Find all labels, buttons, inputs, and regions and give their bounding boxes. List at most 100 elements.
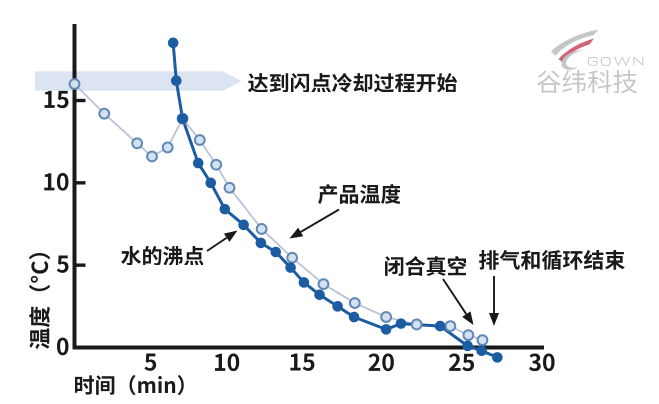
marker-open-circle xyxy=(223,181,236,194)
glyph-path xyxy=(479,249,625,270)
glyph-path xyxy=(632,57,643,66)
marker-filled-circle xyxy=(395,318,407,329)
marker-filled-circle xyxy=(238,219,249,231)
marker-filled-circle xyxy=(492,352,503,363)
logo-swoosh-top-stroke xyxy=(551,29,599,56)
product-temperature-arrow-head xyxy=(289,227,304,239)
glyph-path xyxy=(368,353,381,371)
marker-filled-circle xyxy=(380,324,392,335)
marker-open-circle xyxy=(161,141,174,154)
logo-company-name-glyphs xyxy=(537,69,638,93)
glyph-path xyxy=(600,57,611,66)
glyph-path xyxy=(44,90,55,108)
marker-filled-circle xyxy=(298,277,310,288)
glyph-path xyxy=(317,184,401,205)
annotation-vent-cycle-end-label: 排气和循环结束 xyxy=(479,249,625,270)
series-water-boiling-markers xyxy=(167,37,503,363)
annotation-product-temperature-label: 产品温度 xyxy=(317,184,401,205)
logo-company-name: 谷纬科技 xyxy=(537,69,638,93)
marker-open-circle xyxy=(462,329,475,342)
glyph-path xyxy=(448,353,461,371)
annotation-flashpoint-cooling-start-glyphs xyxy=(248,72,458,93)
y-axis-title: 温度（°C） xyxy=(29,253,51,350)
marker-open-circle xyxy=(286,251,299,264)
annotation-water-boiling-point-glyphs xyxy=(120,245,204,266)
x-axis-title-glyphs xyxy=(75,374,184,395)
glyph-path xyxy=(227,353,240,372)
glyph-path xyxy=(248,72,458,93)
marker-open-circle xyxy=(380,311,393,323)
marker-open-circle xyxy=(193,134,206,146)
x-tick-label-25 xyxy=(448,353,475,372)
marker-filled-circle xyxy=(192,157,204,169)
y-axis-title-glyphs xyxy=(29,253,51,350)
series-product-temperature-markers xyxy=(68,78,489,346)
marker-open-circle xyxy=(410,318,423,331)
glyph-path xyxy=(56,90,69,109)
marker-filled-circle xyxy=(285,262,296,273)
marker-open-circle xyxy=(146,150,158,163)
x-tick-label-5 xyxy=(144,353,157,371)
marker-filled-circle xyxy=(270,246,282,258)
glyph-path xyxy=(290,353,301,371)
glyph-path xyxy=(29,253,51,350)
annotation-product-temperature-glyphs xyxy=(317,184,401,205)
x-tick-label-10 xyxy=(214,353,240,372)
glyph-path xyxy=(613,57,630,66)
marker-filled-circle xyxy=(314,289,325,301)
series-product-temperature-line xyxy=(73,83,483,341)
marker-open-circle xyxy=(317,278,330,291)
logo-brand-glyphs xyxy=(587,57,643,66)
marker-open-circle xyxy=(210,158,223,171)
vent-cycle-end-arrow-head xyxy=(489,313,499,326)
marker-filled-circle xyxy=(177,113,188,124)
water-boiling-arrow-line xyxy=(206,236,228,252)
glyph-path xyxy=(537,69,638,93)
annotation-water-boiling-point-label: 水的沸点 xyxy=(120,245,204,266)
glyph-path xyxy=(214,353,226,371)
marker-filled-circle xyxy=(348,311,360,323)
water-boiling-arrow-head xyxy=(223,230,238,242)
marker-open-circle xyxy=(444,320,457,332)
marker-filled-circle xyxy=(332,301,343,312)
marker-open-circle xyxy=(476,334,489,346)
y-tick-label-5 xyxy=(56,255,69,273)
x-tick-label-15 xyxy=(290,353,315,371)
glyph-path xyxy=(56,337,69,356)
x-axis-title: 时间（min） xyxy=(75,374,184,395)
y-tick-label-15 xyxy=(44,90,69,109)
product-temperature-arrow-line xyxy=(300,208,340,233)
glyph-path xyxy=(302,353,315,371)
glyph-path xyxy=(120,245,204,266)
marker-filled-circle xyxy=(434,320,446,332)
glyph-path xyxy=(144,353,157,371)
x-tick-label-30 xyxy=(529,353,555,372)
marker-open-circle xyxy=(255,223,268,235)
annotation-close-vacuum-glyphs xyxy=(384,256,466,276)
marker-filled-circle xyxy=(219,203,231,215)
annotation-flashpoint-cooling-start-label: 达到闪点冷却过程开始 xyxy=(248,72,458,93)
glyph-path xyxy=(56,255,69,273)
marker-filled-circle xyxy=(476,345,487,357)
marker-open-circle xyxy=(131,137,144,150)
logo-swoosh-bottom-stroke xyxy=(561,50,584,70)
marker-filled-circle xyxy=(167,37,179,49)
marker-open-circle xyxy=(348,297,361,309)
marker-filled-circle xyxy=(462,340,473,352)
glyph-path xyxy=(384,256,466,276)
marker-open-circle xyxy=(68,78,81,90)
glyph-path xyxy=(462,353,475,372)
glyph-path xyxy=(543,353,555,372)
x-tick-label-20 xyxy=(368,353,394,372)
close-vacuum-arrow-line xyxy=(442,278,468,315)
marker-filled-circle xyxy=(255,237,267,249)
glyph-path xyxy=(529,353,541,372)
marker-open-circle xyxy=(98,107,111,120)
marker-filled-circle xyxy=(170,75,182,87)
y-tick-label-0 xyxy=(56,337,69,356)
annotation-vent-cycle-end-glyphs xyxy=(479,249,625,270)
flashpoint-band-arrow xyxy=(35,71,242,91)
glyph-path xyxy=(56,172,69,191)
glyph-path xyxy=(75,374,184,395)
